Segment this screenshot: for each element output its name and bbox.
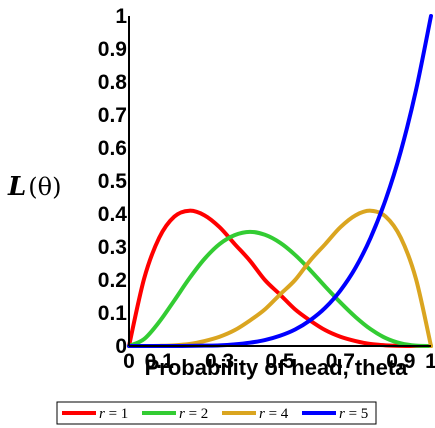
y-tick-label: 0.7 [98, 104, 127, 127]
legend-label: r = 1 [99, 406, 128, 422]
y-tick-label: 0.3 [98, 236, 127, 259]
axes-layer [128, 16, 431, 347]
legend-label: r = 5 [339, 406, 368, 422]
series-layer [127, 14, 433, 349]
y-tick-label: 0.1 [98, 302, 128, 325]
y-axis-title: L(θ) [7, 172, 61, 202]
y-tick-label: 1 [115, 5, 127, 28]
legend-label-eq: = 2 [185, 406, 208, 422]
y-tick-label: 0.9 [98, 38, 127, 61]
y-tick-label: 0.5 [98, 170, 128, 193]
series-line-3 [127, 208, 433, 349]
legend-label-eq: = 5 [345, 406, 368, 422]
series-line-1 [127, 208, 433, 349]
x-axis-title: Probability of head, theta [145, 355, 409, 380]
x-tick-label: 0.9 [386, 350, 415, 373]
y-axis-argument: (θ) [28, 173, 61, 201]
legend-label-eq: = 1 [105, 406, 128, 422]
legend-label-var: r [259, 406, 265, 422]
legend-label: r = 4 [259, 406, 289, 422]
x-tick-label: 1 [425, 350, 435, 373]
svg-text:L(θ): L(θ) [7, 172, 61, 202]
y-axis-symbol: L [7, 172, 26, 202]
y-tick-label: 0.2 [98, 269, 127, 292]
series-line-2 [127, 229, 433, 348]
y-tick-label: 0.6 [98, 137, 127, 160]
legend-label-eq: = 4 [265, 406, 289, 422]
legend-label: r = 2 [179, 406, 208, 422]
legend-label-var: r [179, 406, 185, 422]
y-tick-label: 0.8 [98, 71, 128, 94]
y-tick-label: 0 [115, 335, 127, 358]
y-tick-label: 0.4 [98, 203, 128, 226]
x-tick-label: 0.7 [326, 350, 355, 373]
x-tick-label: 0.5 [265, 350, 295, 373]
x-tick-label: 0.3 [205, 350, 234, 373]
x-tick-label: 0 [123, 350, 135, 373]
legend-label-var: r [99, 406, 105, 422]
legend-box [56, 401, 377, 425]
x-tick-label: 0.1 [145, 350, 175, 373]
legend-label-var: r [339, 406, 345, 422]
tick-labels: 0 0.1 0.2 0.3 0.4 0.5 0.6 0.7 0.8 0.9 1 0 0.1 0.3 0.5 0… [98, 5, 435, 373]
